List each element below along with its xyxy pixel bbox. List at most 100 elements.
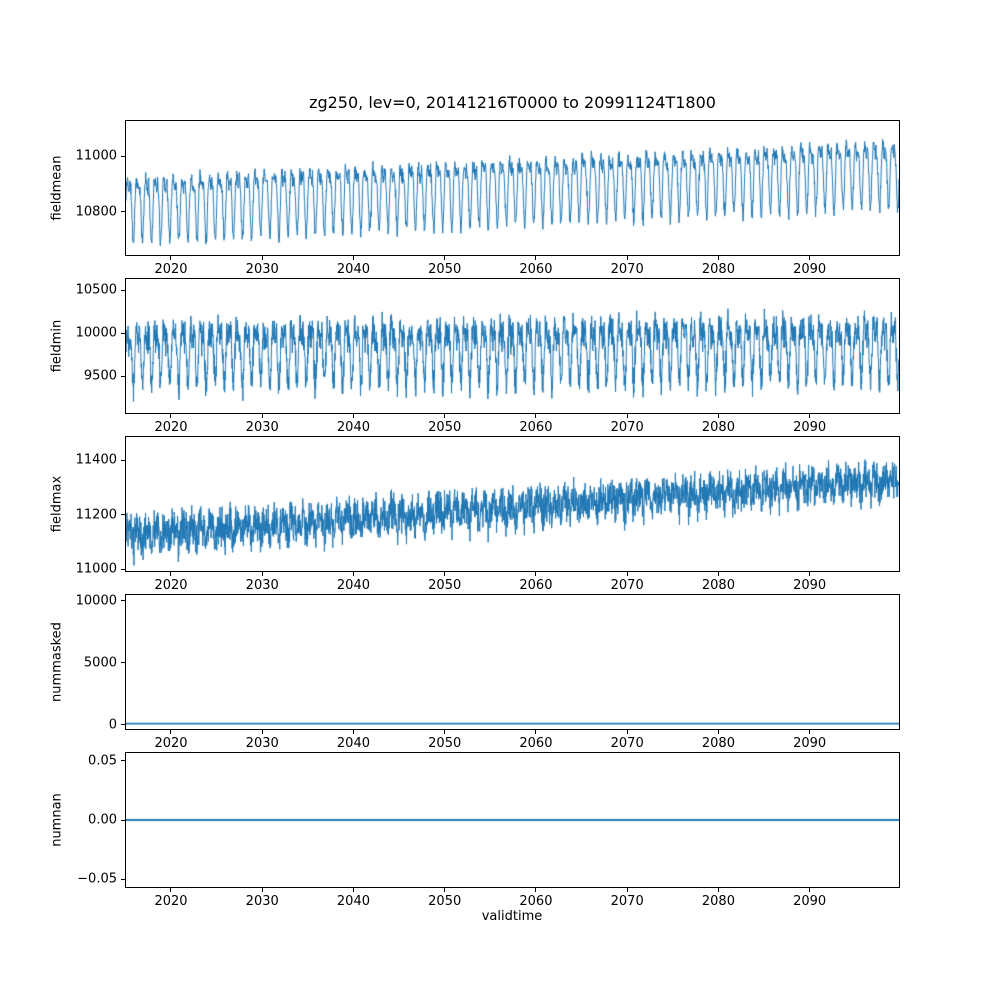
x-tick-label: 2020 bbox=[154, 894, 188, 909]
y-tick-label: 10500 bbox=[75, 282, 117, 298]
x-tick-mark bbox=[170, 572, 172, 576]
x-tick-mark bbox=[626, 888, 628, 892]
y-axis-label-fieldmean: fieldmean bbox=[49, 155, 65, 221]
y-tick-label: 0 bbox=[108, 717, 117, 733]
x-tick-label: 2030 bbox=[245, 894, 279, 909]
x-tick-label: 2050 bbox=[428, 894, 462, 909]
x-tick-mark bbox=[535, 572, 537, 576]
y-tick-label: 11000 bbox=[75, 148, 117, 164]
x-tick-mark bbox=[717, 730, 719, 734]
x-tick-mark bbox=[261, 572, 263, 576]
x-tick-label: 2060 bbox=[519, 894, 553, 909]
x-tick-label: 2020 bbox=[154, 736, 188, 751]
x-tick-mark bbox=[261, 730, 263, 734]
x-tick-label: 2050 bbox=[428, 578, 462, 593]
x-tick-label: 2040 bbox=[336, 894, 370, 909]
x-tick-label: 2090 bbox=[793, 420, 827, 435]
y-tick-mark bbox=[121, 211, 125, 213]
figure-title: zg250, lev=0, 20141216T0000 to 20991124T… bbox=[309, 93, 716, 112]
x-tick-label: 2080 bbox=[701, 736, 735, 751]
y-tick-mark bbox=[121, 155, 125, 157]
y-tick-mark bbox=[121, 289, 125, 291]
x-tick-mark bbox=[626, 730, 628, 734]
x-tick-mark bbox=[626, 414, 628, 418]
x-tick-mark bbox=[535, 888, 537, 892]
y-tick-mark bbox=[121, 662, 125, 664]
x-tick-label: 2070 bbox=[610, 420, 644, 435]
y-tick-mark bbox=[121, 375, 125, 377]
x-tick-mark bbox=[261, 414, 263, 418]
x-tick-mark bbox=[717, 414, 719, 418]
axes-numnan bbox=[125, 752, 900, 888]
axes-nummasked bbox=[125, 594, 900, 730]
x-tick-mark bbox=[444, 572, 446, 576]
x-tick-label: 2030 bbox=[245, 578, 279, 593]
x-tick-label: 2080 bbox=[701, 420, 735, 435]
x-tick-mark bbox=[626, 256, 628, 260]
y-tick-label: 11000 bbox=[75, 561, 117, 577]
x-tick-mark bbox=[352, 572, 354, 576]
x-tick-label: 2060 bbox=[519, 578, 553, 593]
y-tick-label: 11200 bbox=[75, 507, 117, 523]
y-tick-mark bbox=[121, 760, 125, 762]
x-tick-label: 2030 bbox=[245, 420, 279, 435]
x-tick-mark bbox=[444, 414, 446, 418]
x-tick-label: 2090 bbox=[793, 262, 827, 277]
y-tick-mark bbox=[121, 600, 125, 602]
x-tick-mark bbox=[717, 256, 719, 260]
x-tick-mark bbox=[170, 730, 172, 734]
x-tick-label: 2050 bbox=[428, 262, 462, 277]
x-tick-mark bbox=[170, 888, 172, 892]
y-tick-label: 0.05 bbox=[88, 753, 117, 769]
x-tick-label: 2060 bbox=[519, 736, 553, 751]
x-tick-label: 2050 bbox=[428, 736, 462, 751]
x-tick-label: 2090 bbox=[793, 894, 827, 909]
y-axis-label-numnan: numnan bbox=[49, 793, 65, 847]
y-tick-label: 0.00 bbox=[88, 812, 117, 828]
x-tick-mark bbox=[717, 572, 719, 576]
x-tick-mark bbox=[535, 256, 537, 260]
axes-fieldmax bbox=[125, 436, 900, 572]
x-tick-label: 2070 bbox=[610, 894, 644, 909]
y-tick-mark bbox=[121, 568, 125, 570]
x-tick-label: 2020 bbox=[154, 262, 188, 277]
plot-line-nummasked bbox=[126, 595, 899, 729]
x-tick-label: 2020 bbox=[154, 578, 188, 593]
x-tick-label: 2020 bbox=[154, 420, 188, 435]
x-tick-label: 2090 bbox=[793, 578, 827, 593]
x-axis-label: validtime bbox=[481, 909, 543, 924]
x-tick-mark bbox=[535, 730, 537, 734]
axes-fieldmean bbox=[125, 120, 900, 256]
y-tick-label: 10000 bbox=[75, 325, 117, 341]
y-tick-mark bbox=[121, 724, 125, 726]
x-tick-label: 2070 bbox=[610, 578, 644, 593]
y-tick-label: 11400 bbox=[75, 452, 117, 468]
x-tick-mark bbox=[444, 730, 446, 734]
x-tick-mark bbox=[261, 256, 263, 260]
x-tick-mark bbox=[170, 414, 172, 418]
x-tick-mark bbox=[444, 888, 446, 892]
x-tick-label: 2080 bbox=[701, 578, 735, 593]
x-tick-label: 2040 bbox=[336, 420, 370, 435]
x-tick-label: 2080 bbox=[701, 894, 735, 909]
x-tick-mark bbox=[809, 256, 811, 260]
plot-line-fieldmax bbox=[126, 437, 899, 571]
x-tick-mark bbox=[170, 256, 172, 260]
x-tick-label: 2040 bbox=[336, 736, 370, 751]
x-tick-mark bbox=[809, 730, 811, 734]
x-tick-label: 2060 bbox=[519, 420, 553, 435]
x-tick-mark bbox=[809, 888, 811, 892]
x-tick-mark bbox=[352, 414, 354, 418]
x-tick-label: 2090 bbox=[793, 736, 827, 751]
y-tick-mark bbox=[121, 332, 125, 334]
x-tick-label: 2030 bbox=[245, 736, 279, 751]
y-tick-mark bbox=[121, 878, 125, 880]
plot-line-fieldmean bbox=[126, 121, 899, 255]
y-tick-label: −0.05 bbox=[77, 871, 117, 887]
x-tick-mark bbox=[626, 572, 628, 576]
axes-fieldmin bbox=[125, 278, 900, 414]
x-tick-mark bbox=[352, 888, 354, 892]
plot-line-numnan bbox=[126, 753, 899, 887]
y-tick-label: 5000 bbox=[83, 655, 117, 671]
